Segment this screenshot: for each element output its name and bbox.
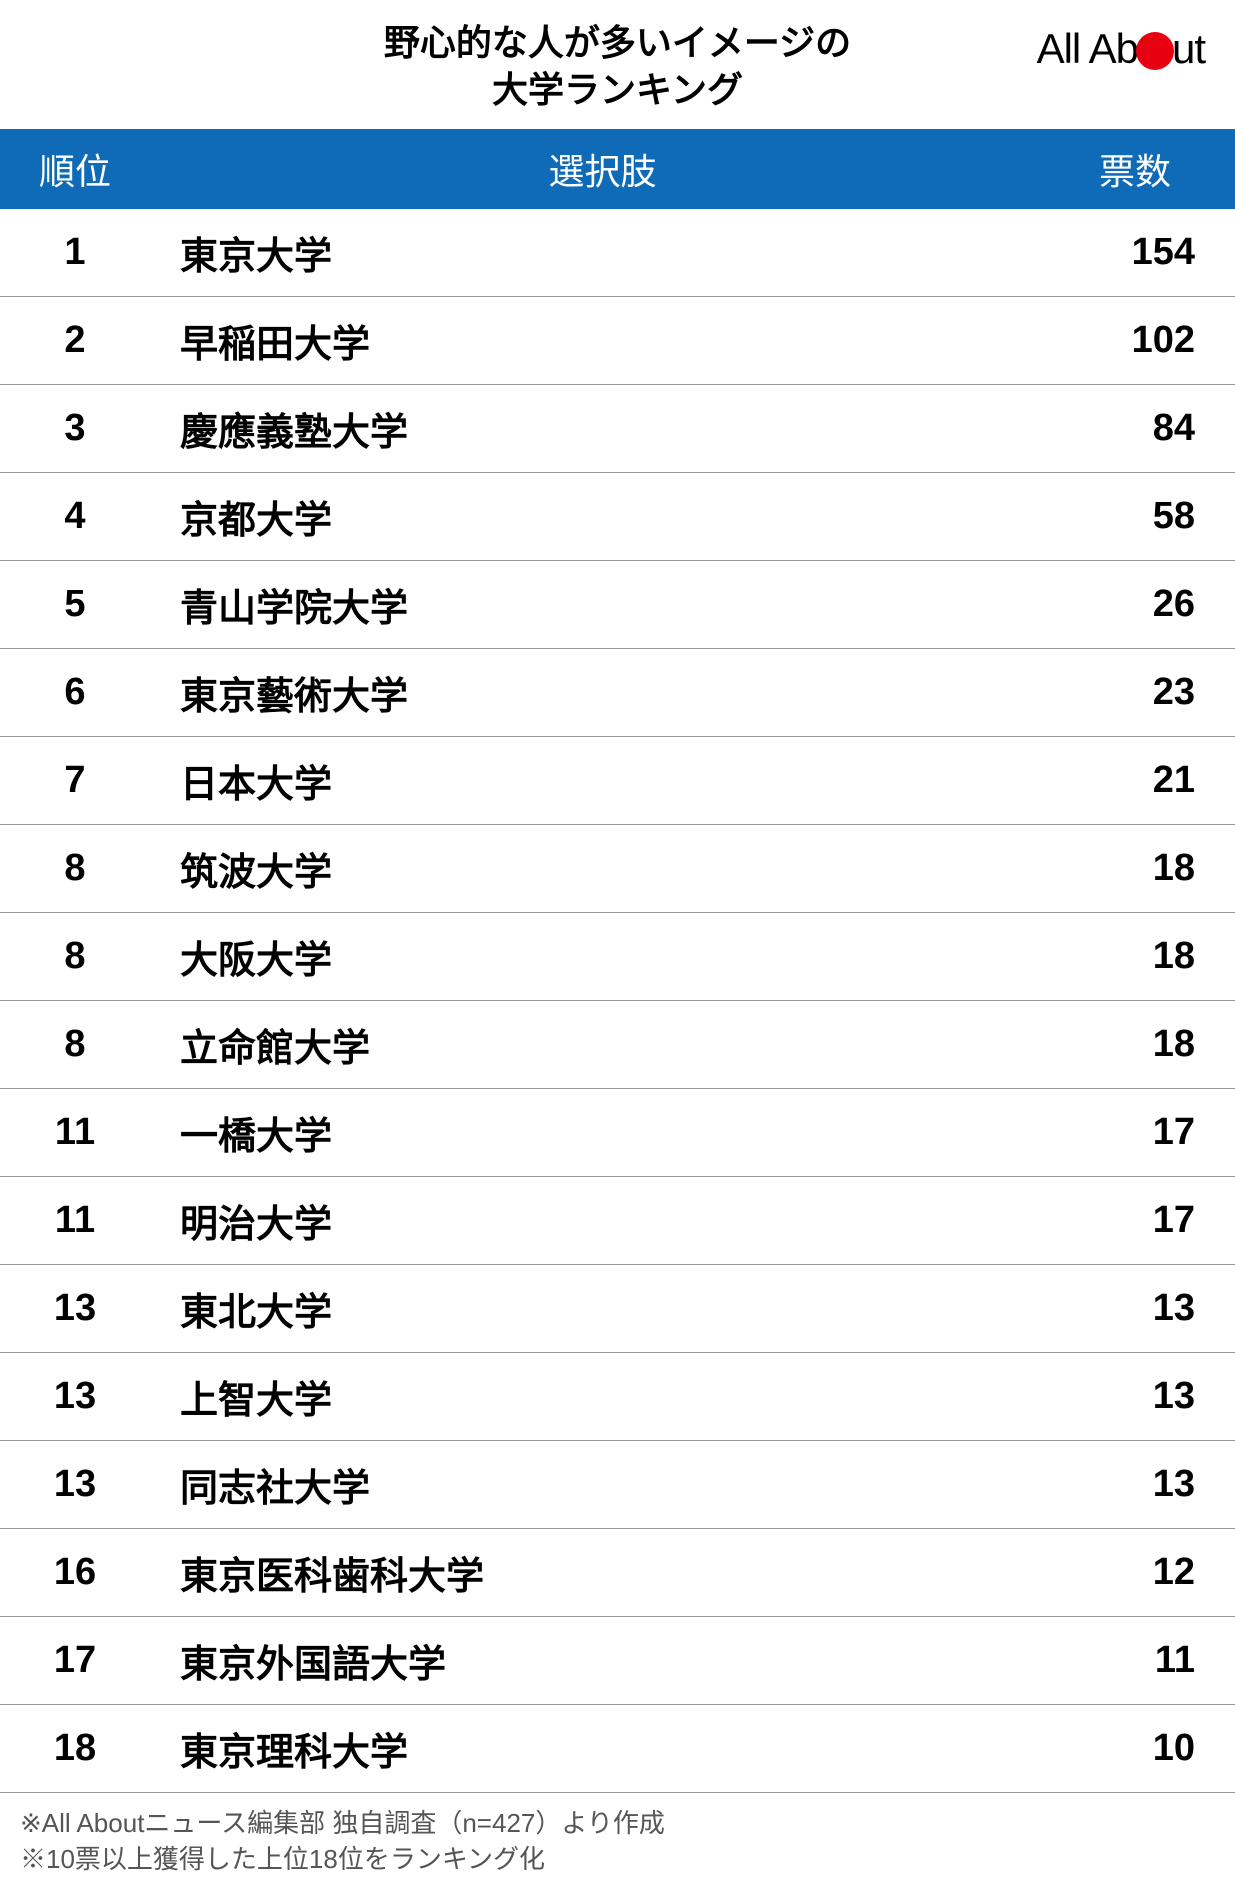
cell-votes: 26	[1055, 583, 1235, 626]
cell-votes: 13	[1055, 1375, 1235, 1418]
column-header-votes: 票数	[1055, 143, 1235, 195]
cell-votes: 18	[1055, 847, 1235, 890]
cell-votes: 21	[1055, 759, 1235, 802]
cell-votes: 23	[1055, 671, 1235, 714]
cell-votes: 12	[1055, 1551, 1235, 1594]
cell-rank: 13	[0, 1463, 150, 1506]
table-row: 2早稲田大学102	[0, 297, 1235, 385]
cell-votes: 11	[1055, 1639, 1235, 1682]
logo-text-part2: ut	[1172, 25, 1205, 73]
cell-option: 東京理科大学	[150, 1721, 1055, 1776]
cell-votes: 13	[1055, 1287, 1235, 1330]
title-wrap: 野心的な人が多いイメージの 大学ランキング	[30, 20, 1205, 114]
column-header-rank: 順位	[0, 143, 150, 195]
table-row: 8筑波大学18	[0, 825, 1235, 913]
table-row: 4京都大学58	[0, 473, 1235, 561]
cell-rank: 11	[0, 1111, 150, 1154]
cell-rank: 13	[0, 1287, 150, 1330]
cell-votes: 102	[1055, 319, 1235, 362]
footer-notes: ※All Aboutニュース編集部 独自調査（n=427）より作成 ※10票以上…	[0, 1793, 1235, 1889]
table-row: 11明治大学17	[0, 1177, 1235, 1265]
cell-votes: 58	[1055, 495, 1235, 538]
cell-votes: 154	[1055, 231, 1235, 274]
cell-rank: 11	[0, 1199, 150, 1242]
cell-option: 同志社大学	[150, 1457, 1055, 1512]
cell-votes: 13	[1055, 1463, 1235, 1506]
table-row: 8立命館大学18	[0, 1001, 1235, 1089]
cell-votes: 10	[1055, 1727, 1235, 1770]
cell-rank: 18	[0, 1727, 150, 1770]
cell-votes: 84	[1055, 407, 1235, 450]
cell-option: 日本大学	[150, 753, 1055, 808]
cell-option: 慶應義塾大学	[150, 401, 1055, 456]
table-row: 17東京外国語大学11	[0, 1617, 1235, 1705]
table-row: 6東京藝術大学23	[0, 649, 1235, 737]
cell-option: 筑波大学	[150, 841, 1055, 896]
cell-rank: 1	[0, 231, 150, 274]
cell-rank: 3	[0, 407, 150, 450]
allabout-logo: All Ab ut	[1037, 25, 1205, 73]
cell-rank: 8	[0, 1023, 150, 1066]
cell-option: 京都大学	[150, 489, 1055, 544]
table-row: 13東北大学13	[0, 1265, 1235, 1353]
header: 野心的な人が多いイメージの 大学ランキング All Ab ut	[0, 0, 1235, 129]
logo-text-part1: All Ab	[1037, 25, 1138, 73]
table-row: 1東京大学154	[0, 209, 1235, 297]
cell-option: 立命館大学	[150, 1017, 1055, 1072]
table-header-row: 順位 選択肢 票数	[0, 129, 1235, 209]
cell-option: 東京医科歯科大学	[150, 1545, 1055, 1600]
ranking-container: 野心的な人が多いイメージの 大学ランキング All Ab ut 順位 選択肢 票…	[0, 0, 1235, 1889]
title-line1: 野心的な人が多いイメージの	[30, 20, 1205, 67]
table-row: 11一橋大学17	[0, 1089, 1235, 1177]
cell-option: 明治大学	[150, 1193, 1055, 1248]
cell-rank: 6	[0, 671, 150, 714]
footer-line2: ※10票以上獲得した上位18位をランキング化	[20, 1841, 1215, 1877]
cell-option: 東京大学	[150, 225, 1055, 280]
title-line2: 大学ランキング	[30, 67, 1205, 114]
cell-rank: 8	[0, 935, 150, 978]
cell-rank: 13	[0, 1375, 150, 1418]
table-row: 13同志社大学13	[0, 1441, 1235, 1529]
footer-line1: ※All Aboutニュース編集部 独自調査（n=427）より作成	[20, 1805, 1215, 1841]
cell-option: 東京外国語大学	[150, 1633, 1055, 1688]
table-row: 13上智大学13	[0, 1353, 1235, 1441]
table-row: 16東京医科歯科大学12	[0, 1529, 1235, 1617]
table-row: 5青山学院大学26	[0, 561, 1235, 649]
table-row: 3慶應義塾大学84	[0, 385, 1235, 473]
cell-rank: 8	[0, 847, 150, 890]
logo-dot-icon	[1136, 32, 1174, 70]
cell-option: 早稲田大学	[150, 313, 1055, 368]
cell-option: 上智大学	[150, 1369, 1055, 1424]
table-body: 1東京大学1542早稲田大学1023慶應義塾大学844京都大学585青山学院大学…	[0, 209, 1235, 1793]
cell-rank: 2	[0, 319, 150, 362]
cell-option: 東北大学	[150, 1281, 1055, 1336]
cell-option: 大阪大学	[150, 929, 1055, 984]
cell-votes: 18	[1055, 935, 1235, 978]
cell-rank: 17	[0, 1639, 150, 1682]
cell-rank: 4	[0, 495, 150, 538]
cell-option: 一橋大学	[150, 1105, 1055, 1160]
table-row: 18東京理科大学10	[0, 1705, 1235, 1793]
cell-votes: 17	[1055, 1111, 1235, 1154]
cell-rank: 5	[0, 583, 150, 626]
cell-option: 東京藝術大学	[150, 665, 1055, 720]
table-row: 7日本大学21	[0, 737, 1235, 825]
table-row: 8大阪大学18	[0, 913, 1235, 1001]
column-header-option: 選択肢	[150, 143, 1055, 195]
cell-rank: 16	[0, 1551, 150, 1594]
cell-votes: 18	[1055, 1023, 1235, 1066]
cell-rank: 7	[0, 759, 150, 802]
cell-option: 青山学院大学	[150, 577, 1055, 632]
cell-votes: 17	[1055, 1199, 1235, 1242]
